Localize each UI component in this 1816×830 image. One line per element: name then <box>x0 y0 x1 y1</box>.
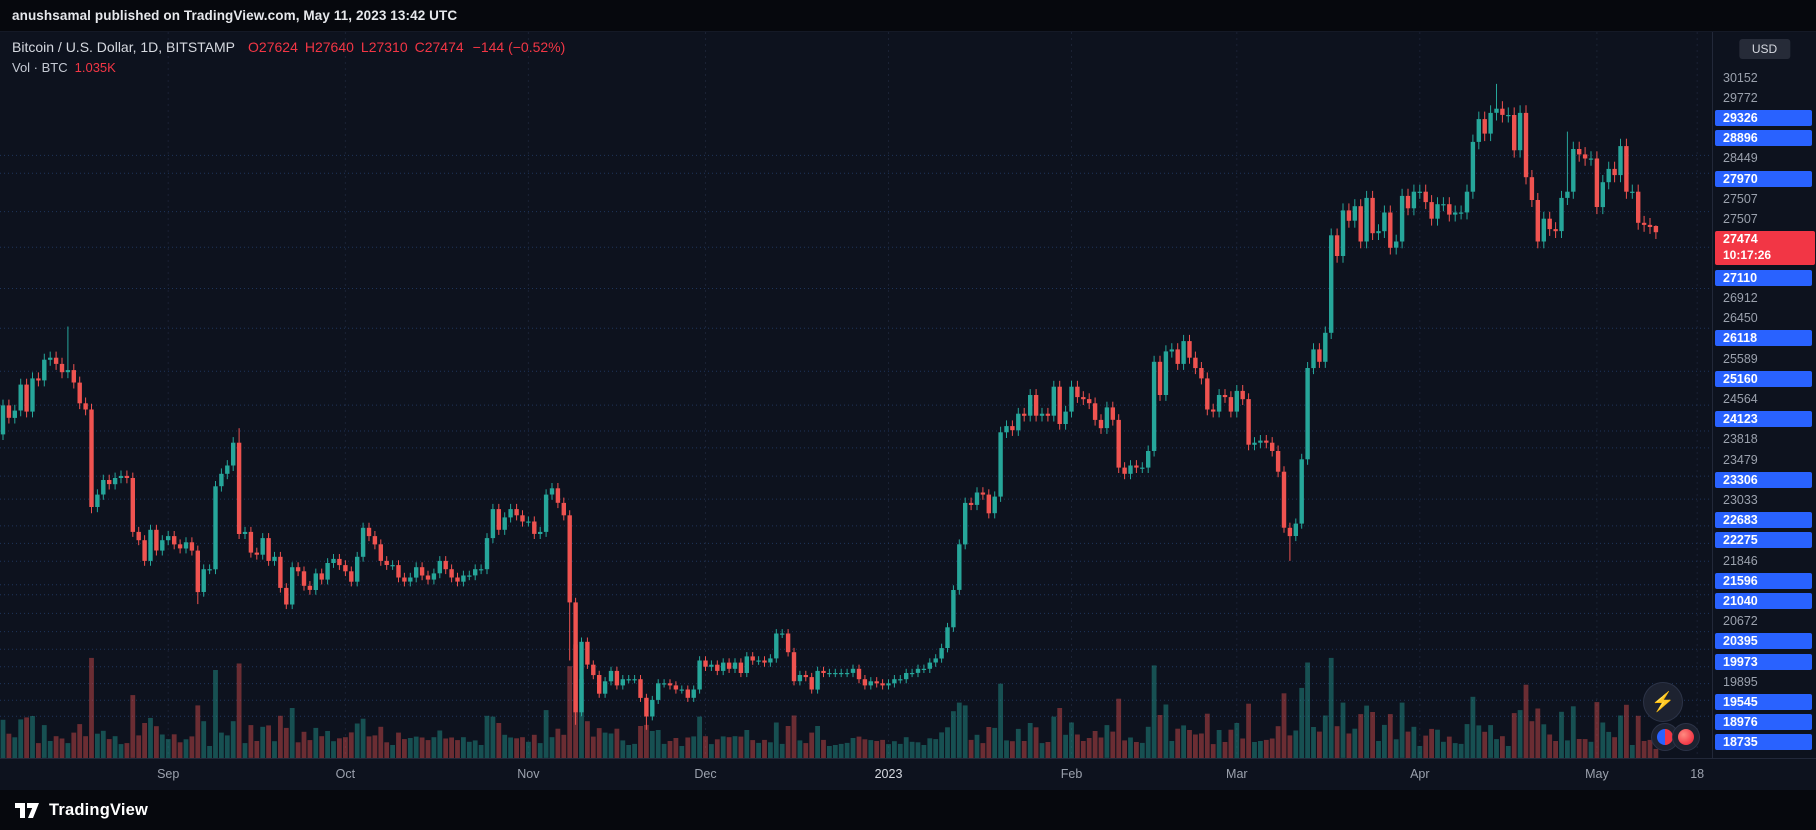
volume-study-label[interactable]: Vol · BTC <box>12 60 68 75</box>
price-level-chip[interactable]: 23306 <box>1715 471 1812 488</box>
time-label-mar: Mar <box>1226 767 1248 781</box>
tradingview-logo[interactable] <box>14 799 40 821</box>
price-level-chip[interactable]: 29326 <box>1715 110 1812 126</box>
currency-toggle[interactable]: USD <box>1738 39 1791 59</box>
price-level-chip[interactable]: 27970 <box>1715 170 1812 187</box>
price-level-chip[interactable]: 27110 <box>1715 269 1812 286</box>
price-axis-label: 28449 <box>1723 151 1758 166</box>
time-label-apr: Apr <box>1410 767 1430 781</box>
price-level-chip[interactable]: 21596 <box>1715 572 1812 589</box>
time-axis[interactable]: Sep Oct Nov Dec 2023 Feb Mar Apr May 18 <box>0 758 1816 790</box>
price-axis-label: 26912 <box>1723 291 1758 305</box>
ohlc-item-c: C27474 <box>414 39 464 55</box>
reaction-icon-2[interactable] <box>1672 723 1700 751</box>
symbol-title[interactable]: Bitcoin / U.S. Dollar, 1D, BITSTAMP <box>12 39 236 55</box>
price-level-chip[interactable]: 25160 <box>1715 370 1812 387</box>
price-level-chip[interactable]: 22683 <box>1715 512 1812 529</box>
time-label-feb: Feb <box>1060 767 1083 781</box>
reaction-icons <box>1651 723 1700 751</box>
price-axis-label: 23818 <box>1723 432 1758 447</box>
price-axis-label: 21846 <box>1723 553 1758 568</box>
price-axis-label: 23479 <box>1723 452 1758 467</box>
price-axis-label: 29772 <box>1723 90 1758 105</box>
footer-bar: TradingView <box>0 790 1816 830</box>
price-level-chip[interactable]: 26118 <box>1715 330 1812 347</box>
price-level-chip[interactable]: 19545 <box>1715 694 1812 710</box>
reaction-badge-icon <box>1678 729 1694 745</box>
ohlc-item-h: H27640 <box>304 39 354 55</box>
price-axis-label: 27507 <box>1723 212 1758 226</box>
volume-value: 1.035K <box>74 60 116 75</box>
price-level-chip[interactable]: 24123 <box>1715 411 1812 428</box>
price-axis-label: 26450 <box>1723 311 1758 326</box>
ohlc-item-l: L27310 <box>360 39 408 55</box>
boost-lightning-icon[interactable]: ⚡ <box>1643 682 1683 722</box>
time-label-sep: Sep <box>157 767 180 781</box>
time-label-2023: 2023 <box>874 767 903 781</box>
price-axis-label: 30152 <box>1723 70 1758 85</box>
bar-countdown: 10:17:26 <box>1723 248 1772 263</box>
price-level-chip[interactable]: 19973 <box>1715 653 1812 670</box>
candlestick-chart[interactable] <box>0 32 1712 758</box>
price-axis-label: 20672 <box>1723 614 1758 629</box>
time-label-dec: Dec <box>694 767 717 781</box>
price-axis-label: 24564 <box>1723 392 1758 406</box>
price-axis[interactable]: USD 30152 29772 29326 28896 28449 27970 27507 2… <box>1712 32 1816 758</box>
price-level-chip[interactable]: 18976 <box>1715 714 1812 731</box>
ohlc-values: O27624 H27640 L27310 C27474 <box>241 39 464 55</box>
brand-name[interactable]: TradingView <box>49 800 149 819</box>
current-price-chip[interactable]: 27474 10:17:26 <box>1715 231 1815 266</box>
chart-region: Bitcoin / U.S. Dollar, 1D, BITSTAMP O2762… <box>0 32 1816 758</box>
price-level-chip[interactable]: 20395 <box>1715 633 1812 650</box>
publish-info: anushsamal published on TradingView.com,… <box>12 8 458 23</box>
time-label-may: May <box>1585 767 1609 781</box>
time-label-nov: Nov <box>517 767 540 781</box>
price-level-chip[interactable]: 22275 <box>1715 532 1812 549</box>
reaction-badge-icon <box>1657 729 1673 745</box>
price-axis-label: 19895 <box>1723 674 1758 689</box>
time-label-18: 18 <box>1690 767 1705 781</box>
chart-legend: Bitcoin / U.S. Dollar, 1D, BITSTAMP O2762… <box>12 39 565 75</box>
time-label-oct: Oct <box>335 767 356 781</box>
price-axis-label: 27507 <box>1723 191 1758 206</box>
change-value: −144 (−0.52%) <box>472 39 566 55</box>
chart-area[interactable]: Bitcoin / U.S. Dollar, 1D, BITSTAMP O2762… <box>0 32 1712 758</box>
price-level-chip[interactable]: 28896 <box>1715 130 1812 147</box>
price-level-chip[interactable]: 21040 <box>1715 593 1812 609</box>
price-axis-label: 23033 <box>1723 493 1758 507</box>
publish-bar: anushsamal published on TradingView.com,… <box>0 0 1816 32</box>
price-level-chip[interactable]: 18735 <box>1715 734 1812 751</box>
price-axis-label: 25589 <box>1723 351 1758 366</box>
ohlc-item-o: O27624 <box>248 39 298 55</box>
